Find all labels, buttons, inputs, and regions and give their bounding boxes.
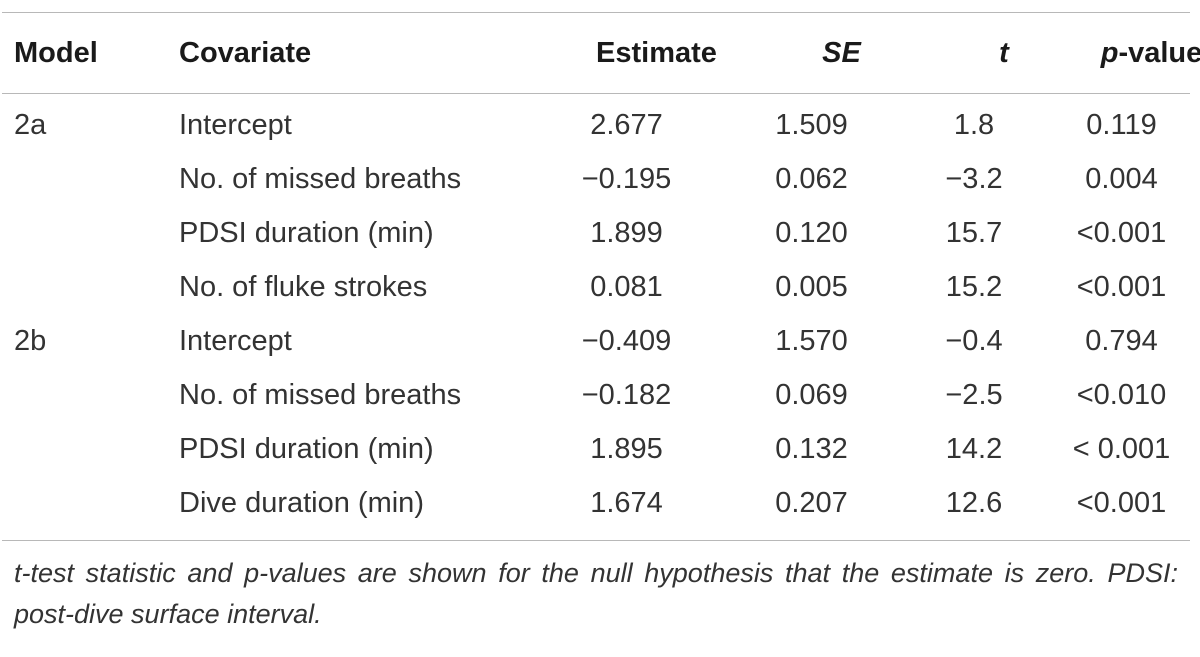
table-row: 2b Intercept −0.409 1.570 −0.4 0.794: [0, 314, 1200, 368]
results-table-body: 2a Intercept 2.677 1.509 1.8 0.119 No. of miss…: [0, 94, 1200, 530]
cell-p-value: <0.001: [1076, 270, 1167, 303]
cell-p-value: 0.004: [1085, 162, 1158, 195]
cell-model: 2a: [14, 108, 47, 141]
cell-model: [0, 152, 179, 206]
cell-covariate: PDSI duration (min): [179, 216, 434, 249]
table-row: No. of missed breaths −0.182 0.069 −2.5 <0.0…: [0, 368, 1200, 422]
header-se: SE: [822, 36, 861, 69]
cell-se: 0.005: [775, 270, 848, 303]
cell-se: 0.207: [775, 486, 848, 519]
cell-model: [0, 206, 179, 260]
header-t: t: [999, 36, 1009, 69]
cell-estimate: −0.195: [581, 162, 672, 195]
cell-se: 0.062: [775, 162, 848, 195]
cell-estimate: 2.677: [590, 108, 663, 141]
cell-covariate: No. of missed breaths: [179, 162, 462, 195]
header-p-suffix: -value: [1118, 36, 1200, 69]
header-covariate: Covariate: [179, 36, 312, 69]
cell-t: 1.8: [953, 108, 995, 141]
cell-covariate: Dive duration (min): [179, 486, 424, 519]
header-model: Model: [14, 36, 98, 69]
table-header-row: Model Covariate Estimate SE t p-value: [0, 13, 1200, 93]
cell-covariate: Intercept: [179, 108, 292, 141]
table-row: PDSI duration (min) 1.895 0.132 14.2 < 0.001: [0, 422, 1200, 476]
cell-se: 0.069: [775, 378, 848, 411]
cell-covariate: No. of fluke strokes: [179, 270, 428, 303]
table-row: No. of missed breaths −0.195 0.062 −3.2 0.00…: [0, 152, 1200, 206]
cell-p-value: 0.119: [1086, 108, 1157, 141]
header-p-value: p-value: [1069, 13, 1200, 93]
cell-t: −0.4: [945, 324, 1003, 357]
cell-covariate: PDSI duration (min): [179, 432, 434, 465]
header-estimate: Estimate: [596, 36, 717, 69]
table-row: Dive duration (min) 1.674 0.207 12.6 <0.001: [0, 476, 1200, 530]
header-p-prefix: p: [1100, 36, 1119, 69]
table-row: 2a Intercept 2.677 1.509 1.8 0.119: [0, 94, 1200, 152]
cell-estimate: −0.182: [581, 378, 672, 411]
table-body: 2a Intercept 2.677 1.509 1.8 0.119 No. of miss…: [0, 94, 1200, 530]
cell-p-value: <0.001: [1076, 216, 1167, 249]
cell-se: 0.132: [775, 432, 848, 465]
cell-t: −2.5: [945, 378, 1003, 411]
cell-t: 15.2: [945, 270, 1003, 303]
table-row: No. of fluke strokes 0.081 0.005 15.2 <0.001: [0, 260, 1200, 314]
cell-t: 14.2: [945, 432, 1003, 465]
cell-estimate: 1.899: [590, 216, 663, 249]
cell-se: 1.570: [775, 324, 848, 357]
table-row: PDSI duration (min) 1.899 0.120 15.7 <0.001: [0, 206, 1200, 260]
cell-estimate: 1.895: [590, 432, 663, 465]
table-header-rule: [2, 93, 1190, 94]
cell-p-value: < 0.001: [1072, 432, 1171, 465]
cell-t: −3.2: [945, 162, 1003, 195]
cell-model: [0, 368, 179, 422]
cell-p-value: 0.794: [1085, 324, 1158, 357]
cell-t: 15.7: [945, 216, 1003, 249]
cell-model: 2b: [14, 324, 47, 357]
cell-t: 12.6: [945, 486, 1003, 519]
cell-covariate: Intercept: [179, 324, 292, 357]
table-bottom-rule: [2, 540, 1190, 541]
results-table: Model Covariate Estimate SE t p-value: [0, 13, 1200, 93]
cell-p-value: <0.001: [1076, 486, 1167, 519]
table-footnote: t-test statistic and p-values are shown …: [14, 558, 1178, 629]
cell-model: [0, 476, 179, 530]
cell-p-value: <0.010: [1076, 378, 1167, 411]
cell-estimate: 1.674: [590, 486, 663, 519]
cell-covariate: No. of missed breaths: [179, 378, 462, 411]
cell-estimate: 0.081: [590, 270, 663, 303]
cell-model: [0, 260, 179, 314]
results-table-container: Model Covariate Estimate SE t p-value 2a…: [0, 12, 1200, 635]
cell-se: 0.120: [775, 216, 848, 249]
cell-estimate: −0.409: [581, 324, 672, 357]
cell-se: 1.509: [775, 108, 848, 141]
cell-model: [0, 422, 179, 476]
table-top-rule: [2, 12, 1190, 13]
